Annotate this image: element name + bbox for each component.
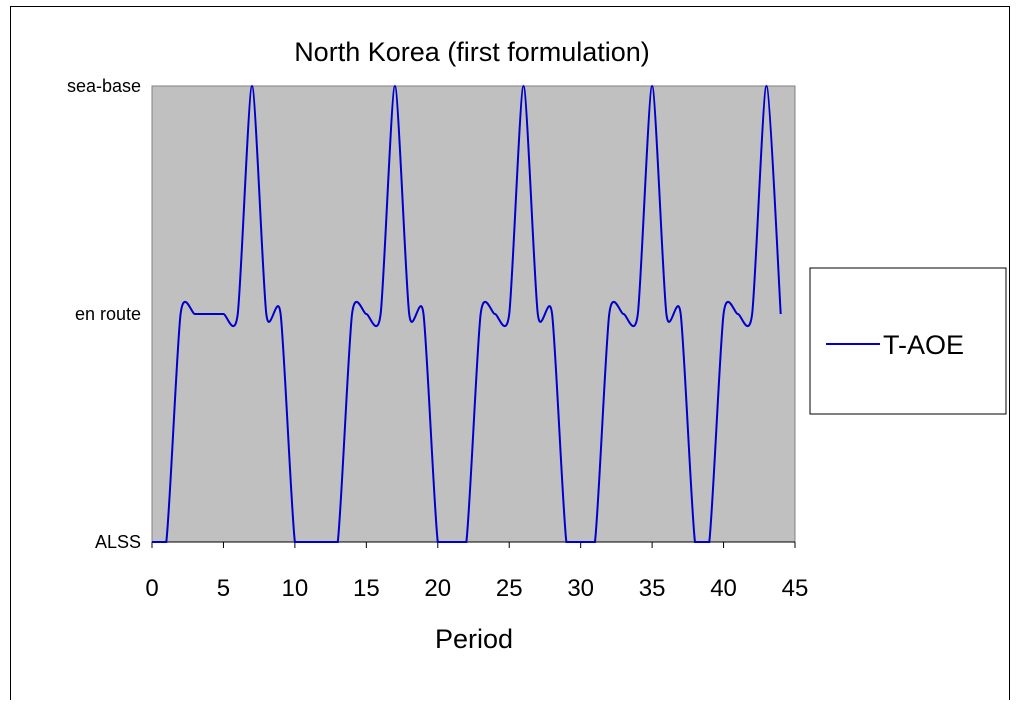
x-axis-ticks: 0 5 10 15 20 25 30 35 40 45 bbox=[145, 542, 808, 602]
x-tick-label: 25 bbox=[496, 575, 523, 602]
legend-label-t-aoe: T-AOE bbox=[883, 330, 964, 360]
x-tick-label: 5 bbox=[217, 575, 230, 602]
y-category-label: ALSS bbox=[95, 532, 141, 552]
x-tick-label: 40 bbox=[710, 575, 737, 602]
x-tick-label: 10 bbox=[282, 575, 309, 602]
x-tick-label: 30 bbox=[567, 575, 594, 602]
x-tick-label: 35 bbox=[639, 575, 666, 602]
x-tick-label: 0 bbox=[145, 575, 158, 602]
chart-frame bbox=[10, 6, 1010, 700]
legend: T-AOE bbox=[809, 267, 1007, 415]
chart-title: North Korea (first formulation) bbox=[294, 37, 650, 67]
x-axis-label: Period bbox=[435, 624, 513, 654]
y-category-label: en route bbox=[75, 304, 141, 324]
y-category-label: sea-base bbox=[67, 76, 141, 96]
x-tick-label: 20 bbox=[424, 575, 451, 602]
plot-area bbox=[151, 85, 796, 543]
x-tick-label: 45 bbox=[782, 575, 809, 602]
x-tick-label: 15 bbox=[353, 575, 380, 602]
legend-box bbox=[809, 267, 1007, 415]
series-line-t-aoe bbox=[151, 84, 782, 544]
series-layer bbox=[151, 84, 782, 544]
y-axis-labels: ALSS en route sea-base bbox=[67, 76, 141, 552]
